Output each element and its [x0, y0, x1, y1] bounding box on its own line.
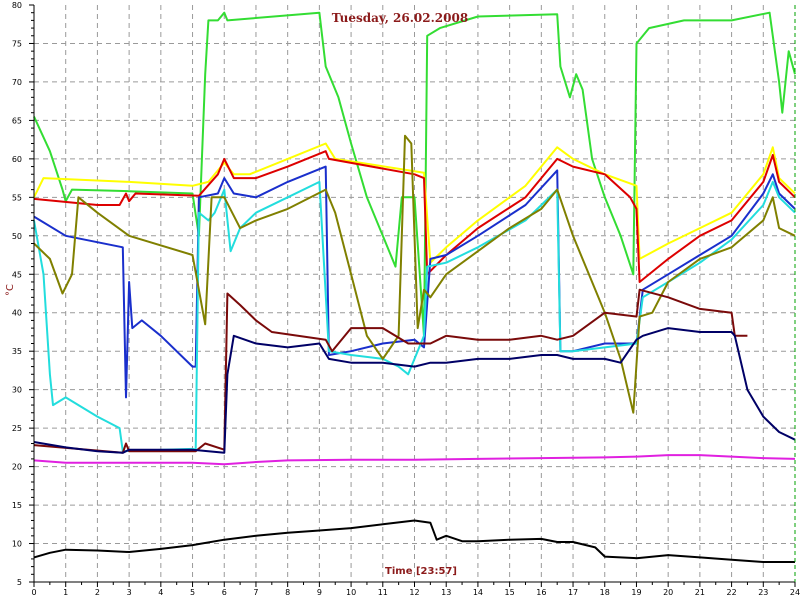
y-tick-label: 65	[12, 116, 22, 125]
x-tick-label: 8	[285, 588, 290, 597]
x-tick-label: 3	[127, 588, 132, 597]
y-tick-label: 80	[12, 1, 22, 10]
x-tick-label: 7	[253, 588, 258, 597]
x-tick-label: 20	[663, 588, 673, 597]
y-tick-label: 35	[12, 347, 22, 356]
x-tick-label: 19	[631, 588, 641, 597]
x-tick-label: 4	[158, 588, 163, 597]
chart-title: Tuesday, 26.02.2008	[332, 11, 468, 25]
x-tick-label: 2	[95, 588, 100, 597]
y-tick-label: 50	[12, 232, 22, 241]
series-line-4	[33, 165, 796, 399]
axes	[29, 4, 796, 587]
x-tick-label: 6	[222, 588, 227, 597]
y-tick-label: 25	[12, 424, 22, 433]
series-line-8	[33, 327, 796, 454]
y-tick-label: 40	[12, 309, 22, 318]
y-tick-label: 55	[12, 193, 22, 202]
y-tick-label: 70	[12, 78, 22, 87]
y-tick-label: 15	[12, 501, 22, 510]
y-tick-label: 75	[12, 39, 22, 48]
series-line-7	[33, 288, 748, 454]
series-line-1	[33, 11, 796, 337]
series-line-9	[33, 454, 796, 466]
x-tick-label: 13	[441, 588, 451, 597]
x-tick-label: 0	[31, 588, 36, 597]
x-tick-label: 21	[695, 588, 705, 597]
x-tick-label: 18	[600, 588, 610, 597]
x-tick-label: 15	[505, 588, 515, 597]
x-tick-label: 12	[409, 588, 419, 597]
y-tick-label: 30	[12, 386, 22, 395]
x-tick-label: 22	[726, 588, 736, 597]
y-axis-label: °C	[5, 284, 16, 296]
y-tick-label: 5	[17, 578, 22, 587]
grid	[34, 5, 795, 582]
x-tick-label: 11	[378, 588, 388, 597]
x-tick-label: 17	[568, 588, 578, 597]
y-tick-label: 60	[12, 155, 22, 164]
x-tick-label: 5	[190, 588, 195, 597]
y-tick-label: 20	[12, 463, 22, 472]
x-tick-labels: 0 1 2 3 4 5 6 7 8 9 10 11 12 13 14 15 16 17 18 19 20 21 22 23 24	[31, 588, 800, 597]
x-tick-label: 16	[536, 588, 546, 597]
x-tick-label: 1	[63, 588, 68, 597]
y-tick-label: 10	[12, 540, 22, 549]
x-tick-label: 10	[346, 588, 356, 597]
series-group	[33, 11, 796, 563]
x-tick-label: 9	[317, 588, 322, 597]
series-line-6	[33, 134, 796, 414]
x-tick-label: 23	[758, 588, 768, 597]
series-line-10	[33, 519, 795, 563]
series-line-2	[33, 142, 796, 264]
y-tick-label: 45	[12, 270, 22, 279]
x-tick-label: 24	[790, 588, 800, 597]
y-tick-labels: 5 10 15 20 25 30 35 40 45 50 55 60 65 70 75 80	[12, 1, 22, 587]
x-axis-label: Time [23:57]	[385, 566, 457, 577]
x-tick-label: 14	[473, 588, 483, 597]
